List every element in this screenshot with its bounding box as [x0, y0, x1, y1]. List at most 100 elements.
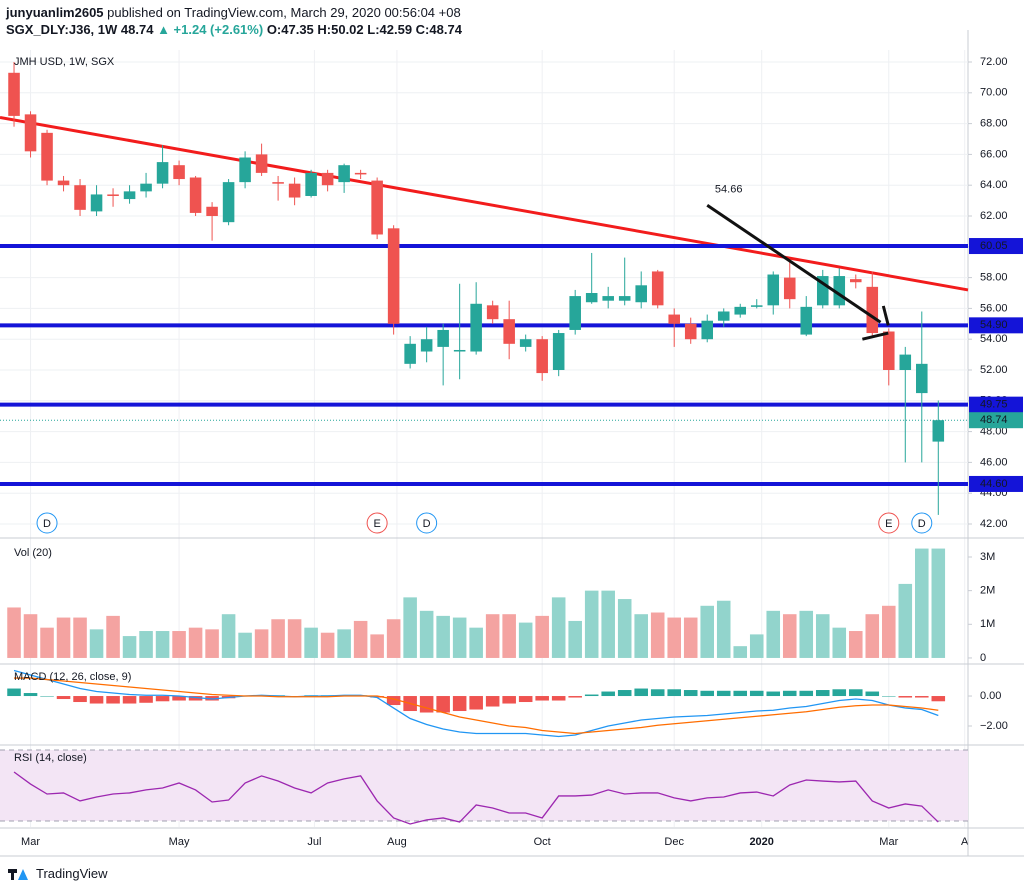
volume-bar: [865, 614, 880, 658]
histogram-bar: [502, 696, 516, 704]
histogram-bar: [617, 690, 632, 697]
candle-body: [90, 194, 103, 212]
candle-body: [684, 323, 697, 340]
logo: [8, 868, 28, 880]
volume-bar: [89, 629, 104, 658]
candle-body: [156, 162, 169, 184]
candle-body: [272, 182, 284, 184]
published: published on TradingView.com, March 29, …: [107, 5, 461, 20]
price: 48.74: [120, 22, 154, 37]
histogram-bar: [205, 696, 219, 701]
volume-bar: [221, 614, 236, 658]
volume-bar: [915, 548, 929, 658]
candle-body: [800, 306, 813, 335]
histogram-bar: [882, 696, 896, 697]
y-tick-label: 56.00: [980, 302, 1008, 314]
x-tick-label: Dec: [664, 836, 684, 848]
histogram-bar: [122, 696, 137, 704]
histogram-bar: [419, 696, 434, 713]
histogram-bar: [73, 696, 87, 703]
candle-body: [486, 305, 499, 320]
candle-body: [123, 191, 136, 200]
candle-body: [321, 172, 334, 186]
y-tick-label: 42.00: [980, 518, 1008, 530]
y-tick-label: 1M: [980, 618, 995, 630]
rsi-band: [0, 749, 968, 821]
event-marker: [416, 512, 438, 534]
volume-bar: [386, 619, 401, 658]
volume-bar: [106, 615, 120, 658]
candle-body: [569, 296, 581, 330]
volume-bar: [172, 631, 186, 658]
candle-body: [651, 271, 664, 306]
candle-body: [239, 157, 251, 183]
candle-body: [717, 311, 730, 321]
candle-body: [899, 354, 912, 370]
x-tick-label: Aug: [387, 836, 407, 848]
histogram-bar: [535, 696, 549, 701]
volume-bar: [304, 627, 318, 658]
symbol: SGX_DLY:J36, 1W: [6, 22, 118, 37]
volume-bar: [155, 631, 170, 658]
candle-body: [41, 132, 53, 181]
candle-body: [635, 285, 647, 303]
volume-bar: [551, 597, 566, 658]
histogram-bar: [716, 690, 731, 697]
histogram-bar: [865, 691, 880, 697]
candle-body: [107, 194, 119, 196]
volume-bar: [238, 632, 252, 658]
candle-body: [932, 420, 945, 442]
histogram-bar: [188, 696, 203, 701]
volume-bar: [436, 615, 450, 658]
volume-bar: [452, 617, 467, 658]
volume-bar: [782, 614, 797, 658]
event-marker: [878, 512, 900, 534]
candle-body: [387, 228, 400, 324]
volume-bar: [205, 629, 219, 658]
candle-body: [57, 180, 70, 186]
y-tick-label: 3M: [980, 551, 995, 563]
histogram-bar: [815, 690, 830, 697]
volume-bar: [882, 605, 896, 658]
pane-title: MACD (12, 26, close, 9): [14, 671, 131, 683]
histogram-bar: [931, 696, 946, 702]
level-label-box: [969, 396, 1023, 413]
candle-body: [470, 303, 482, 352]
event-label: E: [885, 518, 892, 530]
candle-body: [585, 293, 598, 303]
y-tick-label: 62.00: [980, 210, 1008, 222]
candle-body: [206, 206, 218, 217]
volume-bar: [353, 620, 368, 658]
event-label: D: [423, 518, 431, 530]
last-price-box: [969, 412, 1023, 429]
volume-bar: [287, 619, 302, 658]
event-label: D: [918, 518, 926, 530]
histogram-bar: [172, 696, 186, 701]
candle-body: [602, 296, 614, 301]
candle-body: [618, 296, 631, 301]
volume-bar: [188, 627, 203, 658]
pane-title: JMH USD, 1W, SGX: [14, 56, 115, 68]
trendline: [0, 115, 969, 292]
level-label-box: [969, 238, 1023, 255]
volume-bar: [469, 627, 483, 658]
level-label: 54.90: [980, 319, 1008, 331]
event-marker: [911, 512, 933, 534]
last-price-label: 48.74: [980, 414, 1008, 426]
volume-bar: [584, 590, 599, 658]
y-tick-label: 70.00: [980, 87, 1008, 99]
candle-body: [354, 172, 367, 175]
event-label: D: [43, 518, 51, 530]
candle-body: [437, 329, 449, 347]
y-tick-label: 66.00: [980, 148, 1008, 160]
note: 54.66: [715, 184, 743, 196]
volume-bar: [716, 600, 731, 658]
x-tick-label: Oct: [534, 836, 551, 848]
ohlc: O:47.35 H:50.02 L:42.59 C:48.74: [266, 22, 462, 37]
y-tick-label: 48.00: [980, 426, 1008, 438]
volume-bar: [23, 614, 38, 658]
change: ▲ +1.24 (+2.61%): [157, 22, 264, 37]
drawing-line: [881, 305, 890, 326]
candle-body: [536, 339, 548, 374]
